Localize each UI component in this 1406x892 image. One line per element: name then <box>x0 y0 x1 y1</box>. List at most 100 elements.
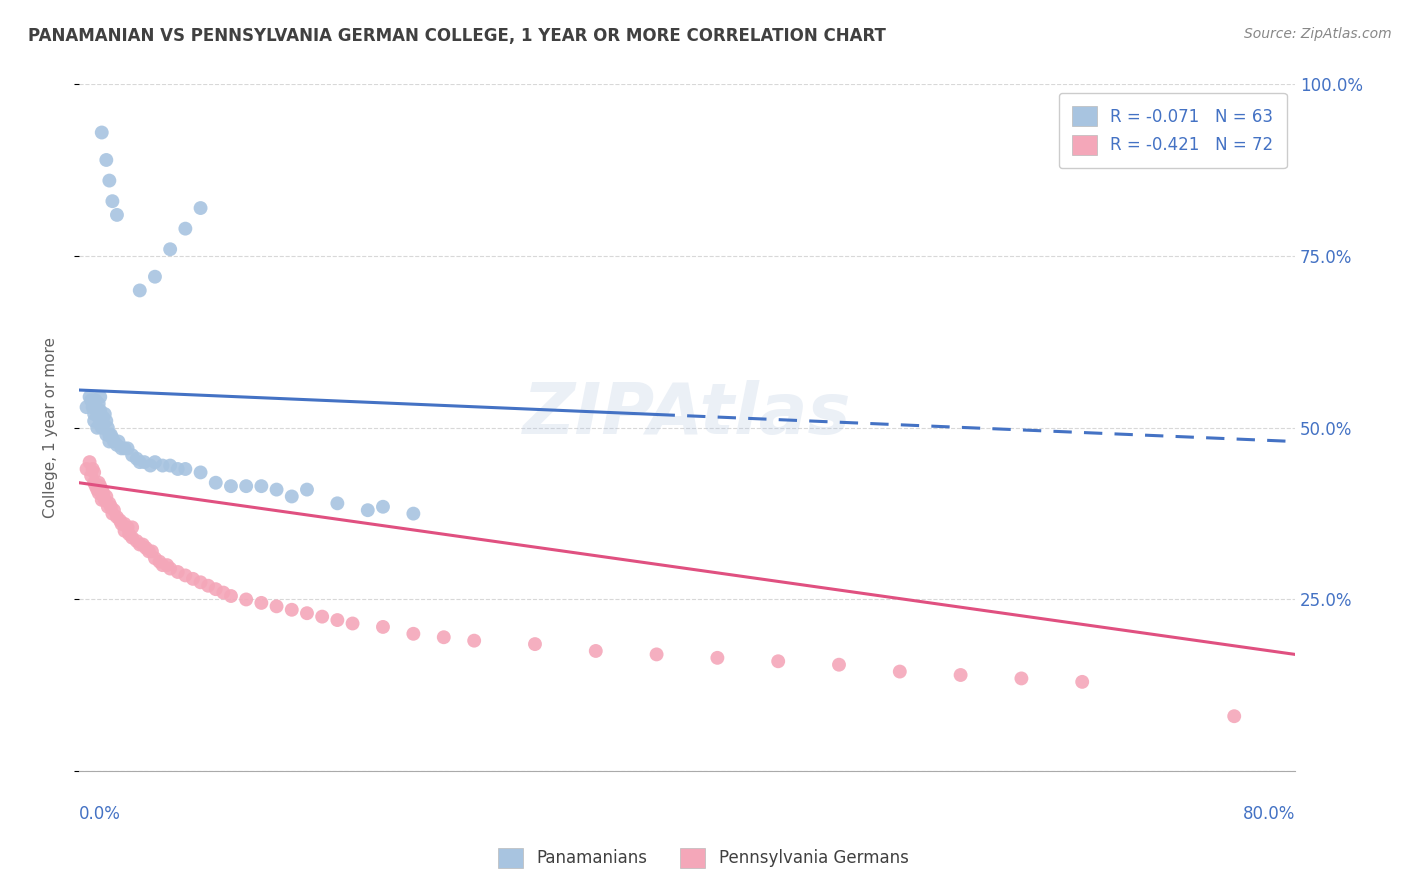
Point <box>197 579 219 593</box>
Point <box>281 603 304 617</box>
Point <box>80 393 103 408</box>
Point <box>107 434 129 449</box>
Point <box>117 520 139 534</box>
Point <box>108 514 131 528</box>
Point <box>121 520 143 534</box>
Point <box>190 201 212 215</box>
Point <box>100 427 122 442</box>
Point <box>86 407 108 421</box>
Point <box>76 400 98 414</box>
Point <box>94 492 117 507</box>
Point <box>141 544 163 558</box>
Point <box>342 616 364 631</box>
Point <box>83 407 105 421</box>
Point <box>86 483 108 497</box>
Point <box>83 414 105 428</box>
Point <box>371 500 394 514</box>
Point <box>889 665 911 679</box>
Point <box>402 507 425 521</box>
Point <box>90 421 112 435</box>
Point <box>128 537 150 551</box>
Point <box>79 455 101 469</box>
Point <box>114 524 136 538</box>
Point <box>114 442 136 456</box>
Point <box>326 613 349 627</box>
Point <box>98 434 121 449</box>
Point <box>87 397 110 411</box>
Point <box>135 541 157 555</box>
Point <box>235 592 257 607</box>
Point <box>79 390 101 404</box>
Point <box>91 410 114 425</box>
Point <box>110 442 132 456</box>
Point <box>174 221 197 235</box>
Point <box>98 496 121 510</box>
Point <box>100 500 122 514</box>
Point <box>101 194 124 209</box>
Text: Source: ZipAtlas.com: Source: ZipAtlas.com <box>1244 27 1392 41</box>
Point <box>250 479 273 493</box>
Point <box>152 458 174 473</box>
Point <box>295 606 318 620</box>
Point <box>87 486 110 500</box>
Point <box>134 455 156 469</box>
Point <box>828 657 851 672</box>
Point <box>87 475 110 490</box>
Legend: Panamanians, Pennsylvania Germans: Panamanians, Pennsylvania Germans <box>491 841 915 875</box>
Text: 80.0%: 80.0% <box>1243 805 1295 823</box>
Point <box>523 637 546 651</box>
Point <box>156 558 179 573</box>
Point <box>117 442 139 456</box>
Point <box>80 468 103 483</box>
Point <box>204 582 226 596</box>
Point <box>1223 709 1246 723</box>
Point <box>212 585 235 599</box>
Point <box>96 414 118 428</box>
Point <box>138 544 160 558</box>
Point <box>96 153 118 167</box>
Point <box>143 455 166 469</box>
Point <box>101 431 124 445</box>
Point <box>114 516 136 531</box>
Point <box>83 475 105 490</box>
Point <box>766 654 789 668</box>
Point <box>121 448 143 462</box>
Point <box>433 630 456 644</box>
Point <box>103 503 125 517</box>
Point <box>357 503 380 517</box>
Point <box>159 561 181 575</box>
Point <box>266 483 288 497</box>
Point <box>706 650 728 665</box>
Point <box>250 596 273 610</box>
Point <box>152 558 174 573</box>
Point <box>371 620 394 634</box>
Point <box>159 242 181 256</box>
Point <box>585 644 607 658</box>
Point <box>174 568 197 582</box>
Point <box>82 400 104 414</box>
Point <box>295 483 318 497</box>
Point <box>148 555 170 569</box>
Point <box>96 427 118 442</box>
Point <box>311 609 333 624</box>
Point <box>83 466 105 480</box>
Point <box>101 507 124 521</box>
Point <box>235 479 257 493</box>
Point <box>76 462 98 476</box>
Point <box>82 462 104 476</box>
Point <box>94 407 117 421</box>
Point <box>166 462 188 476</box>
Point <box>402 627 425 641</box>
Point <box>159 458 181 473</box>
Point <box>128 284 150 298</box>
Point <box>105 510 128 524</box>
Point <box>949 668 972 682</box>
Point <box>166 565 188 579</box>
Point <box>190 575 212 590</box>
Text: 0.0%: 0.0% <box>79 805 121 823</box>
Point <box>204 475 226 490</box>
Point <box>139 458 162 473</box>
Point <box>89 479 111 493</box>
Point <box>174 462 197 476</box>
Point <box>143 269 166 284</box>
